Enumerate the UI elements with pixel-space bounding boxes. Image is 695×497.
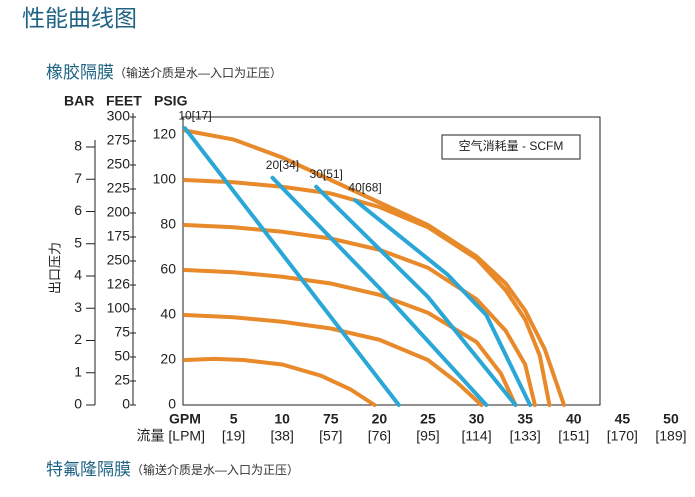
curve bbox=[183, 268, 518, 407]
curve bbox=[353, 198, 533, 407]
bar-tick-label: 5 bbox=[74, 234, 82, 250]
feet-tick-label: 300 bbox=[107, 108, 131, 124]
feet-tick-label: 250 bbox=[107, 252, 131, 268]
lpm-tick-label: [114] bbox=[462, 428, 492, 444]
section-note: （输送介质是水—入口为正压） bbox=[114, 65, 282, 80]
lpm-tick-label: [57] bbox=[319, 428, 342, 444]
psig-tick-label: 80 bbox=[160, 216, 176, 232]
curve bbox=[183, 223, 537, 407]
lpm-tick-label: [38] bbox=[271, 428, 294, 444]
axis-header: PSIG bbox=[154, 93, 188, 109]
curve bbox=[183, 313, 484, 407]
section-name: 橡胶隔膜 bbox=[46, 63, 114, 82]
feet-tick-label: 0 bbox=[122, 396, 130, 412]
series-label: 20[34] bbox=[266, 158, 299, 172]
section-title: 特氟隆隔膜（输送介质是水—入口为正压） bbox=[46, 460, 299, 479]
lpm-tick-label: [19] bbox=[222, 428, 245, 444]
axis-header: BAR bbox=[64, 93, 94, 109]
bar-tick-label: 7 bbox=[74, 170, 82, 186]
lpm-tick-label: [151] bbox=[558, 428, 589, 444]
x-tick-label: 30 bbox=[469, 411, 485, 427]
feet-tick-label: 225 bbox=[107, 180, 131, 196]
feet-tick-label: 100 bbox=[107, 300, 131, 316]
section-title: 橡胶隔膜（输送介质是水—入口为正压） bbox=[46, 63, 282, 82]
feet-tick-label: 25 bbox=[114, 372, 130, 388]
feet-tick-label: 75 bbox=[114, 324, 130, 340]
plot-frame bbox=[182, 116, 601, 406]
x-tick-label: 10 bbox=[274, 411, 290, 427]
bar-tick-label: 3 bbox=[74, 299, 82, 315]
x-tick-label: 45 bbox=[615, 411, 631, 427]
section-note: （输送介质是水—入口为正压） bbox=[131, 462, 299, 477]
x-tick-label: 20 bbox=[372, 411, 388, 427]
x-tick-label: 25 bbox=[420, 411, 436, 427]
x-tick-label: 50 bbox=[663, 411, 679, 427]
curve bbox=[183, 128, 567, 407]
lpm-tick-label: [95] bbox=[416, 428, 439, 444]
y-axis-title: 出口压力 bbox=[47, 242, 62, 294]
psig-tick-label: 0 bbox=[168, 396, 176, 412]
x-tick-label: 75 bbox=[323, 411, 339, 427]
feet-tick-label: 250 bbox=[107, 156, 131, 172]
lpm-tick-label: [170] bbox=[607, 428, 638, 444]
series-label: 40[68] bbox=[348, 180, 381, 194]
bar-tick-label: 6 bbox=[74, 202, 82, 218]
curve bbox=[183, 178, 552, 407]
x-tick-label: GPM bbox=[169, 411, 201, 427]
bar-tick-label: 2 bbox=[74, 331, 82, 347]
lpm-tick-label: 流量 [LPM] bbox=[137, 428, 205, 444]
feet-tick-label: 50 bbox=[114, 348, 130, 364]
curve bbox=[314, 184, 518, 407]
curve bbox=[183, 126, 401, 407]
bar-tick-label: 1 bbox=[74, 363, 82, 379]
bar-tick-label: 8 bbox=[74, 138, 82, 154]
feet-tick-label: 200 bbox=[107, 204, 131, 220]
axis-header: FEET bbox=[106, 93, 142, 109]
psig-tick-label: 100 bbox=[153, 171, 177, 187]
x-tick-label: 40 bbox=[566, 411, 582, 427]
legend-title: 空气消耗量 - SCFM bbox=[459, 138, 564, 153]
psig-tick-label: 40 bbox=[160, 306, 176, 322]
lpm-tick-label: [189] bbox=[655, 428, 686, 444]
curve bbox=[183, 356, 377, 407]
page-title: 性能曲线图 bbox=[22, 5, 137, 31]
section-name: 特氟隆隔膜 bbox=[46, 460, 131, 479]
psig-tick-label: 120 bbox=[153, 126, 177, 142]
feet-tick-label: 275 bbox=[107, 132, 131, 148]
bar-tick-label: 4 bbox=[74, 267, 82, 283]
x-tick-label: 5 bbox=[230, 411, 238, 427]
psig-tick-label: 20 bbox=[160, 351, 176, 367]
feet-tick-label: 126 bbox=[107, 276, 131, 292]
bar-tick-label: 0 bbox=[74, 396, 82, 412]
feet-tick-label: 175 bbox=[107, 228, 131, 244]
series-label: 10[17] bbox=[178, 108, 211, 122]
x-tick-label: 35 bbox=[517, 411, 533, 427]
lpm-tick-label: [76] bbox=[368, 428, 391, 444]
lpm-tick-label: [133] bbox=[510, 428, 541, 444]
curve bbox=[270, 175, 489, 407]
series-label: 30[51] bbox=[310, 167, 343, 181]
psig-tick-label: 60 bbox=[160, 261, 176, 277]
legend-box bbox=[441, 134, 581, 160]
